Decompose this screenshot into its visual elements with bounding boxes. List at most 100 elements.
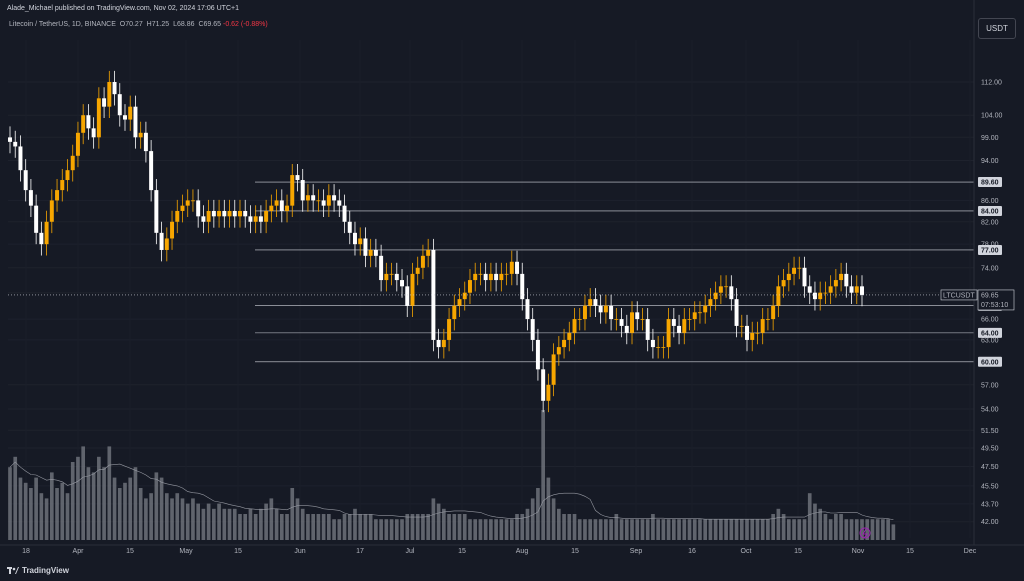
candle-body <box>739 325 744 327</box>
candle-body <box>551 354 556 385</box>
chart-grid <box>8 40 974 538</box>
candle-body <box>844 273 849 287</box>
candle-body <box>630 312 634 333</box>
volume-bar <box>750 519 755 540</box>
volume-bar <box>760 519 765 540</box>
tradingview-brand[interactable]: TradingView <box>7 566 69 575</box>
price-tick-label: 94.00 <box>981 158 999 165</box>
volume-bar <box>504 519 509 540</box>
candle-body <box>677 325 682 333</box>
volume-bar <box>771 514 775 540</box>
candle-body <box>802 267 807 287</box>
volume-bar <box>415 514 420 540</box>
candle-body <box>70 155 75 171</box>
candle-body <box>196 200 201 217</box>
candle-body <box>656 347 661 348</box>
volume-bar <box>374 519 378 540</box>
volume-bar <box>18 477 23 540</box>
candle-body <box>420 255 425 268</box>
price-tick-label: 54.00 <box>981 407 999 414</box>
volume-bar <box>159 477 164 540</box>
candle-body <box>467 280 472 293</box>
volume-bar <box>227 508 232 540</box>
candle-body <box>321 200 326 206</box>
volume-bar <box>797 519 802 540</box>
publisher-line: Alade_Michael published on TradingView.c… <box>7 5 239 12</box>
volume-bar <box>881 519 885 540</box>
volume-bar <box>870 519 875 540</box>
volume-bar <box>97 456 101 540</box>
candle-body <box>431 249 436 340</box>
volume-bar <box>604 519 608 540</box>
candle-body <box>185 200 190 206</box>
volume-bar <box>217 503 221 540</box>
candle-body <box>781 280 786 287</box>
volume-bar <box>489 519 493 540</box>
candle-body <box>238 210 242 217</box>
volume-bar <box>457 514 462 540</box>
volume-bar <box>206 503 211 540</box>
price-tick-label: 86.00 <box>981 198 999 205</box>
horizontal-levels <box>255 181 974 363</box>
candle-body <box>34 205 39 233</box>
volume-bar <box>212 508 216 540</box>
volume-bar <box>499 519 504 540</box>
candle-body <box>49 200 54 222</box>
candle-body <box>170 221 175 239</box>
volume-bar <box>651 514 655 540</box>
candle-body <box>792 267 797 274</box>
volume-bar <box>577 519 582 540</box>
candle-body <box>258 216 263 222</box>
volume-bar <box>327 514 331 540</box>
volume-bar <box>557 508 561 540</box>
candle-body <box>812 292 817 300</box>
volume-bar <box>854 519 859 540</box>
last-price-marker: LTCUSDT 69.65 07:53:10 <box>8 289 1015 539</box>
candle-body <box>164 238 169 250</box>
candle-body <box>201 216 206 222</box>
volume-bar <box>347 514 352 540</box>
volume-bar <box>792 519 796 540</box>
candle-body <box>729 286 734 300</box>
volume-bar <box>687 519 692 540</box>
candlesticks <box>8 70 864 413</box>
price-tick-label: 47.50 <box>981 464 999 471</box>
volume-bar <box>358 514 363 540</box>
time-axis: 18 Apr 15 May 15 Jun 17 Jul 15 Aug 15 Sep 16 Oct 15 Nov… <box>0 544 1024 555</box>
ohlc-open: 70.27 <box>125 21 143 28</box>
time-tick-label: 18 <box>22 548 30 555</box>
volume-bar <box>494 519 498 540</box>
time-tick-label: 15 <box>234 548 242 555</box>
volume-bar <box>55 488 59 540</box>
candle-body <box>755 332 760 334</box>
volume-bar <box>713 519 718 540</box>
candle-body <box>180 205 185 211</box>
volume-bar <box>175 493 180 540</box>
level-label-box <box>978 356 1002 367</box>
volume-bar <box>431 498 436 540</box>
volume-bar <box>337 519 342 540</box>
volume-bar <box>133 467 138 540</box>
candle-body <box>525 299 530 320</box>
volume-bar <box>23 482 28 540</box>
price-tick-label: 51.50 <box>981 428 999 435</box>
volume-bar <box>640 519 645 540</box>
candle-body <box>854 286 859 293</box>
ohlc-close-label: C <box>196 21 204 28</box>
volume-bar <box>583 519 587 540</box>
volume-bar <box>300 508 305 540</box>
volume-bar <box>624 519 629 540</box>
volume-bar <box>515 514 519 540</box>
candle-body <box>650 339 655 348</box>
candle-body <box>206 210 211 222</box>
candle-body <box>535 339 540 370</box>
volume-bar <box>285 514 289 540</box>
candle-body <box>452 305 457 320</box>
candle-body <box>572 319 577 333</box>
candle-body <box>410 273 415 306</box>
candle-body <box>81 115 86 133</box>
volume-bar <box>645 519 650 540</box>
currency-button[interactable]: USDT <box>978 18 1016 39</box>
candle-body <box>541 369 546 401</box>
